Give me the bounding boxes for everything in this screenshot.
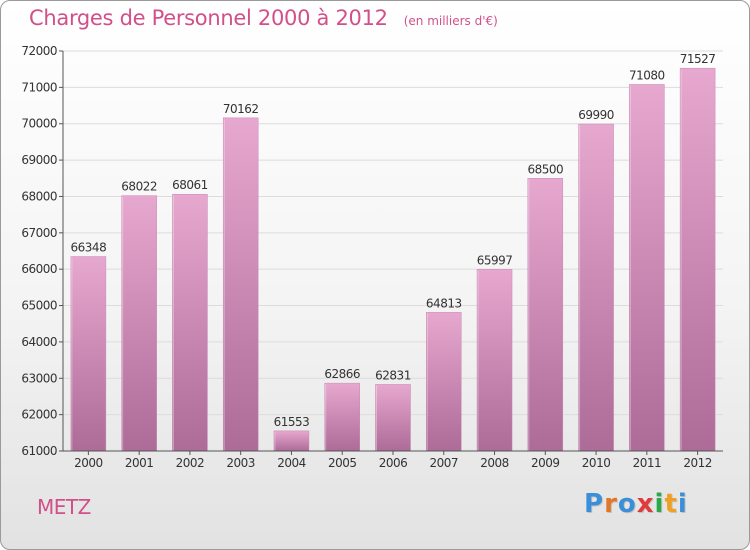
- x-tick-label: 2002: [176, 456, 205, 470]
- bar: [324, 382, 360, 452]
- y-tick-label: 66000: [21, 262, 57, 276]
- chart-title: Charges de Personnel 2000 à 2012 (en mill…: [29, 6, 498, 30]
- x-tick-label: 2009: [531, 456, 560, 470]
- data-label: 65997: [477, 253, 513, 267]
- bar: [476, 269, 513, 452]
- bar: [222, 117, 259, 452]
- data-label: 71080: [629, 68, 665, 82]
- bar: [679, 67, 716, 452]
- data-label: 68500: [527, 162, 563, 176]
- data-label: 62831: [375, 368, 411, 382]
- city-name: METZ: [37, 495, 91, 519]
- y-tick-label: 61000: [21, 444, 57, 458]
- y-tick-label: 69000: [21, 153, 57, 167]
- y-tick-label: 62000: [21, 408, 57, 422]
- bar: [375, 384, 411, 452]
- bar: [172, 193, 208, 452]
- bars: [70, 67, 716, 452]
- y-tick-label: 71000: [21, 80, 57, 94]
- x-tick-label: 2007: [429, 456, 458, 470]
- bar: [629, 84, 665, 452]
- bar: [527, 178, 564, 452]
- bar: [578, 123, 614, 452]
- data-label: 69990: [578, 108, 614, 122]
- y-tick-label: 67000: [21, 226, 57, 240]
- x-tick-label: 2012: [683, 456, 712, 470]
- data-label: 70162: [223, 102, 259, 116]
- y-tick-label: 65000: [21, 299, 57, 313]
- x-tick-label: 2000: [74, 456, 103, 470]
- y-tick-label: 68000: [21, 189, 57, 203]
- data-label: 66348: [71, 241, 107, 255]
- data-label: 68061: [172, 178, 208, 192]
- bar: [121, 195, 157, 452]
- bar: [426, 312, 462, 452]
- axes: [59, 50, 723, 455]
- y-tick-label: 63000: [21, 371, 57, 385]
- logo-letter: P: [584, 489, 605, 519]
- x-tick-label: 2004: [277, 456, 306, 470]
- x-tick-label: 2006: [379, 456, 408, 470]
- x-tick-label: 2008: [480, 456, 509, 470]
- bar: [70, 256, 107, 452]
- data-label: 68022: [121, 180, 157, 194]
- bar: [273, 430, 310, 452]
- y-tick-label: 64000: [21, 335, 57, 349]
- x-tick-label: 2001: [125, 456, 154, 470]
- x-tick-label: 2003: [226, 456, 255, 470]
- data-label: 62866: [324, 367, 360, 381]
- x-tick-label: 2005: [328, 456, 357, 470]
- logo-letter: o: [617, 489, 637, 519]
- data-label: 61553: [274, 415, 310, 429]
- labels: 61000 62000 63000 64000 65000 66000 67000 68000…: [21, 44, 716, 470]
- chart-title-text: Charges de Personnel 2000 à 2012: [29, 6, 388, 30]
- logo-letter: t: [664, 489, 678, 519]
- data-label: 71527: [680, 52, 716, 66]
- logo-letter: r: [604, 489, 618, 519]
- data-label: 64813: [426, 296, 462, 310]
- y-tick-label: 70000: [21, 117, 57, 131]
- y-tick-label: 72000: [21, 44, 57, 58]
- proxiti-logo: Proxiti: [584, 489, 688, 519]
- chart-subtitle: (en milliers d'€): [403, 14, 498, 28]
- x-tick-label: 2011: [633, 456, 662, 470]
- logo-letter: i: [677, 489, 688, 519]
- logo-letter: i: [654, 489, 665, 519]
- x-tick-label: 2010: [582, 456, 611, 470]
- logo-letter: x: [636, 489, 655, 519]
